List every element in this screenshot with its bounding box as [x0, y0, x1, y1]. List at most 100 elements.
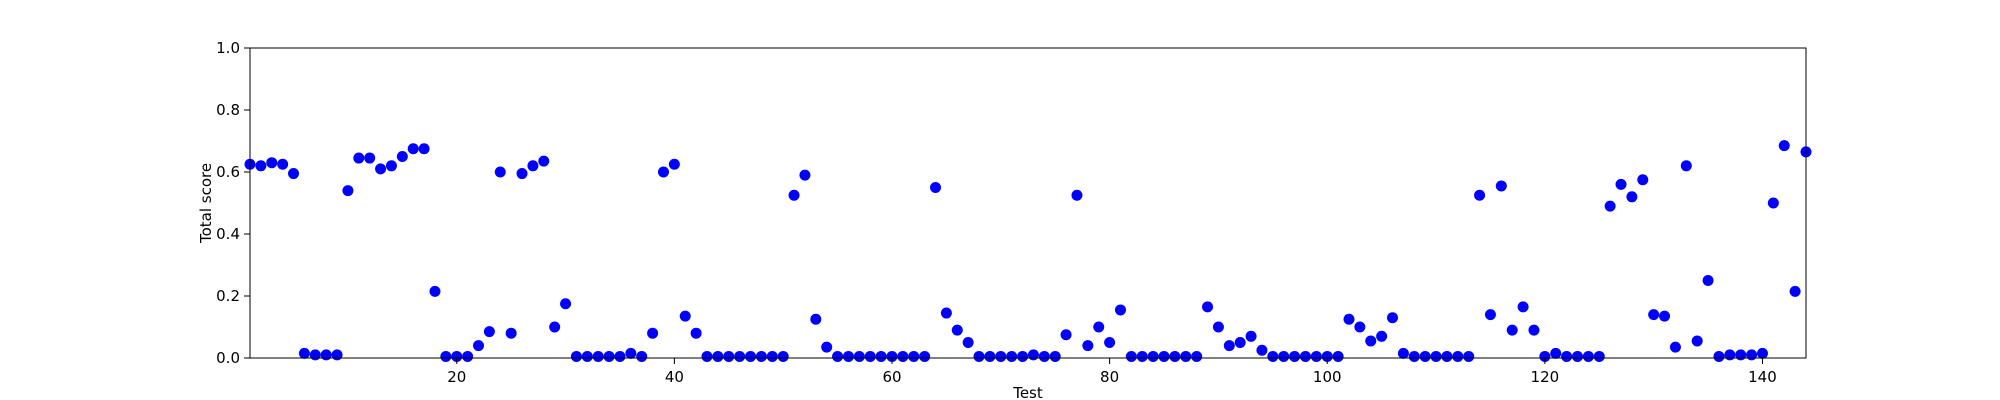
data-point	[897, 350, 909, 362]
data-point	[375, 163, 387, 175]
data-point	[940, 307, 952, 319]
data-point	[1082, 340, 1094, 352]
data-point	[1463, 350, 1475, 362]
data-point	[788, 189, 800, 201]
data-point	[1147, 350, 1159, 362]
data-point	[1027, 349, 1039, 361]
data-point	[560, 298, 572, 310]
data-point	[1278, 350, 1290, 362]
data-point	[799, 169, 811, 181]
data-point	[679, 310, 691, 322]
data-point	[1006, 350, 1018, 362]
data-point	[647, 327, 659, 339]
data-point	[603, 350, 615, 362]
data-points	[244, 140, 1812, 362]
data-point	[962, 337, 974, 348]
x-tick-label: 80	[1100, 368, 1119, 386]
data-point	[418, 143, 430, 155]
data-point	[1702, 275, 1714, 286]
data-point	[1060, 329, 1072, 341]
data-point	[353, 152, 365, 164]
data-point	[1767, 197, 1779, 209]
data-point	[1452, 350, 1464, 362]
data-point	[1604, 200, 1616, 212]
data-point	[288, 168, 300, 180]
data-point	[581, 350, 593, 362]
data-point	[1528, 324, 1540, 336]
data-point	[1539, 350, 1551, 362]
data-point	[1180, 350, 1192, 362]
data-point	[755, 350, 767, 362]
data-point	[1397, 347, 1409, 359]
data-point	[1289, 350, 1301, 362]
data-point	[255, 160, 267, 172]
data-point	[1256, 344, 1268, 356]
y-axis-label: Total score	[197, 163, 215, 244]
data-point	[1593, 350, 1605, 362]
data-point	[777, 350, 789, 362]
data-point	[1746, 349, 1758, 361]
data-point	[1158, 350, 1170, 362]
y-tick-label: 0.8	[216, 101, 240, 119]
data-point	[1571, 350, 1583, 362]
data-point	[1332, 350, 1344, 362]
data-point	[995, 350, 1007, 362]
data-point	[473, 340, 485, 352]
data-point	[1713, 350, 1725, 362]
data-point	[1517, 301, 1529, 313]
data-point	[1321, 350, 1333, 362]
data-point	[832, 350, 844, 362]
data-point	[516, 168, 528, 180]
data-point	[657, 166, 669, 178]
y-tick-label: 0.4	[216, 225, 240, 243]
data-point	[1354, 321, 1366, 333]
data-point	[842, 350, 854, 362]
data-point	[625, 347, 637, 359]
y-tick-label: 0.0	[216, 349, 240, 367]
data-point	[690, 327, 702, 339]
x-axis-label: Test	[1012, 384, 1043, 400]
data-point	[636, 350, 648, 362]
data-point	[930, 182, 942, 193]
data-point	[342, 185, 354, 197]
x-tick-label: 100	[1313, 368, 1342, 386]
data-point	[1038, 350, 1050, 362]
data-point	[1212, 321, 1224, 333]
y-tick-label: 0.2	[216, 287, 240, 305]
data-point	[1104, 337, 1116, 348]
x-tick-label: 140	[1748, 368, 1777, 386]
data-point	[875, 350, 887, 362]
data-point	[1343, 313, 1355, 325]
x-tick-label: 120	[1531, 368, 1560, 386]
axis-ticks: 20 40 60 80 100 120 140 0.0 0.2 0.4 0.6 0.8 1.0	[216, 39, 1777, 386]
data-point	[1365, 335, 1377, 347]
data-point	[919, 350, 931, 362]
data-point	[1756, 347, 1768, 359]
data-point	[1202, 301, 1214, 313]
data-point	[973, 350, 985, 362]
data-point	[734, 350, 746, 362]
data-point	[549, 321, 561, 333]
data-point	[1387, 312, 1399, 324]
data-point	[984, 350, 996, 362]
data-point	[1735, 349, 1747, 361]
y-tick-label: 0.6	[216, 163, 240, 181]
data-point	[364, 152, 376, 164]
data-point	[1561, 350, 1573, 362]
data-point	[766, 350, 778, 362]
data-point	[1299, 350, 1311, 362]
data-point	[592, 350, 604, 362]
data-point	[1267, 350, 1279, 362]
data-point	[527, 160, 539, 172]
plot-frame	[249, 47, 1807, 359]
data-point	[1125, 350, 1137, 362]
x-tick-label: 40	[665, 368, 684, 386]
data-point	[1408, 350, 1420, 362]
data-point	[1071, 189, 1083, 201]
data-point	[1310, 350, 1322, 362]
data-point	[821, 341, 833, 353]
data-point	[570, 350, 582, 362]
data-point	[505, 327, 517, 339]
data-point	[853, 350, 865, 362]
